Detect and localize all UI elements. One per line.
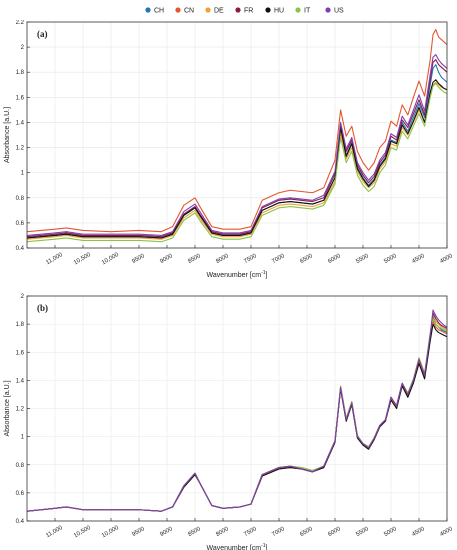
legend-label: HU bbox=[274, 8, 284, 15]
legend-label: DE bbox=[214, 8, 224, 15]
y-tick-label: 0.8 bbox=[16, 196, 25, 202]
series-line-us bbox=[26, 54, 448, 236]
y-tick-label: 1.8 bbox=[16, 322, 25, 328]
y-tick-label: 0.4 bbox=[16, 246, 25, 252]
x-tick-label: 6500 bbox=[299, 526, 314, 538]
x-tick-label: 6000 bbox=[327, 253, 342, 265]
grid bbox=[27, 295, 448, 522]
y-tick-label: 0.8 bbox=[16, 463, 25, 469]
legend-item-de: DE bbox=[205, 7, 224, 15]
legend-item-us: US bbox=[325, 7, 344, 15]
x-tick-label: 4500 bbox=[411, 526, 426, 538]
legend-label: FR bbox=[244, 8, 253, 15]
x-axis-title-sup: -1 bbox=[261, 543, 266, 549]
x-tick-label: 5500 bbox=[355, 253, 370, 265]
x-axis-title: Wavenumber [cm-1] bbox=[207, 543, 268, 550]
x-tick-label: 5000 bbox=[383, 526, 398, 538]
y-tick-label: 2.2 bbox=[16, 20, 25, 26]
chart-panel-b: 11,000 10,500 10,000 9500 9000 8500 8000 7500 70… bbox=[4, 294, 454, 550]
y-tick-label: 1.4 bbox=[16, 378, 25, 384]
y-tick-label: 0.4 bbox=[16, 519, 25, 525]
x-tick-label: 10,000 bbox=[101, 252, 120, 267]
y-tick-label: 1 bbox=[21, 171, 25, 177]
x-axis-title: Wavenumber [cm-1] bbox=[207, 270, 268, 279]
x-tick-label: 4500 bbox=[411, 253, 426, 265]
x-tick-label: 9000 bbox=[159, 526, 174, 538]
x-tick-label: 10,000 bbox=[101, 525, 120, 540]
axes-frame bbox=[26, 21, 448, 249]
series-line-hu bbox=[26, 79, 448, 239]
y-tick-label: 1.2 bbox=[16, 407, 25, 413]
x-tick-label: 9500 bbox=[131, 526, 146, 538]
x-tick-label: 10,500 bbox=[73, 252, 92, 267]
legend-label: CN bbox=[184, 8, 194, 15]
series-line-cn bbox=[26, 28, 448, 233]
y-tick-label: 1.2 bbox=[16, 146, 25, 152]
legend-marker bbox=[235, 7, 241, 13]
series-line-us bbox=[26, 309, 448, 512]
chart-panel-a: 11,000 10,500 10,000 9500 9000 8500 8000 7500 70… bbox=[4, 20, 454, 279]
legend-marker bbox=[265, 7, 271, 13]
x-axis-title-sup: -1 bbox=[261, 270, 266, 276]
x-tick-label: 5500 bbox=[355, 526, 370, 538]
panel-label: (a) bbox=[37, 29, 48, 39]
x-tick-label: 7000 bbox=[271, 526, 286, 538]
legend-item-it: IT bbox=[295, 7, 311, 15]
legend-label: IT bbox=[304, 8, 311, 15]
legend-item-ch: CH bbox=[145, 7, 164, 15]
y-tick-label: 1 bbox=[21, 435, 25, 441]
x-tick-label: 5000 bbox=[383, 253, 398, 265]
x-axis-title-text: Wavenumber [cm bbox=[207, 545, 262, 550]
y-axis-title: Absorbance [a.U.] bbox=[4, 107, 11, 163]
x-tick-label: 8500 bbox=[187, 253, 202, 265]
x-tick-label: 8500 bbox=[187, 526, 202, 538]
x-tick-label: 9000 bbox=[159, 253, 174, 265]
y-tick-label: 1.6 bbox=[16, 350, 25, 356]
x-tick-label: 9500 bbox=[131, 253, 146, 265]
x-axis-title-end: ] bbox=[266, 272, 268, 279]
x-tick-label: 10,500 bbox=[73, 525, 92, 540]
y-tick-label: 0.6 bbox=[16, 221, 25, 227]
series-line-it bbox=[26, 82, 448, 243]
y-tick-label: 0.6 bbox=[16, 491, 25, 497]
legend-item-fr: FR bbox=[235, 7, 253, 15]
legend-item-cn: CN bbox=[175, 7, 194, 15]
x-tick-label: 8000 bbox=[215, 526, 230, 538]
legend-marker bbox=[325, 7, 331, 13]
series-group bbox=[26, 28, 448, 243]
legend-label: CH bbox=[154, 8, 164, 15]
x-tick-label: 11,000 bbox=[45, 525, 64, 539]
series-group bbox=[26, 309, 448, 512]
legend-marker bbox=[205, 7, 211, 13]
x-tick-label: 4000 bbox=[439, 253, 454, 265]
y-tick-label: 2 bbox=[21, 45, 25, 51]
x-tick-label: 8000 bbox=[215, 253, 230, 265]
x-axis-title-text: Wavenumber [cm bbox=[207, 272, 262, 279]
y-tick-label: 1.8 bbox=[16, 70, 25, 76]
y-tick-label: 2 bbox=[21, 294, 25, 300]
x-tick-label: 7500 bbox=[243, 253, 258, 265]
legend-item-hu: HU bbox=[265, 7, 284, 15]
y-axis-title: Absorbance [a.U.] bbox=[4, 380, 11, 436]
x-tick-label: 4000 bbox=[439, 526, 454, 538]
legend-label: US bbox=[334, 8, 344, 15]
x-tick-label: 11,000 bbox=[45, 252, 64, 266]
y-tick-label: 1.6 bbox=[16, 95, 25, 101]
x-tick-label: 6500 bbox=[299, 253, 314, 265]
x-tick-label: 7000 bbox=[271, 253, 286, 265]
x-tick-label: 7500 bbox=[243, 526, 258, 538]
legend-marker bbox=[145, 7, 151, 13]
plot-area bbox=[27, 22, 447, 248]
y-axis: 0.4 0.6 0.8 1 1.2 1.4 1.6 1.8 2 2.2 bbox=[16, 20, 30, 252]
x-tick-label: 6000 bbox=[327, 526, 342, 538]
x-axis-title-end: ] bbox=[266, 545, 268, 550]
panel-label: (b) bbox=[37, 303, 48, 313]
legend-marker bbox=[295, 7, 301, 13]
y-tick-label: 1.4 bbox=[16, 120, 25, 126]
legend-marker bbox=[175, 7, 181, 13]
y-axis: 0.4 0.6 0.8 1 1.2 1.4 1.6 1.8 2 bbox=[16, 294, 30, 525]
legend: CH CN DE FR HU IT US bbox=[145, 7, 344, 15]
